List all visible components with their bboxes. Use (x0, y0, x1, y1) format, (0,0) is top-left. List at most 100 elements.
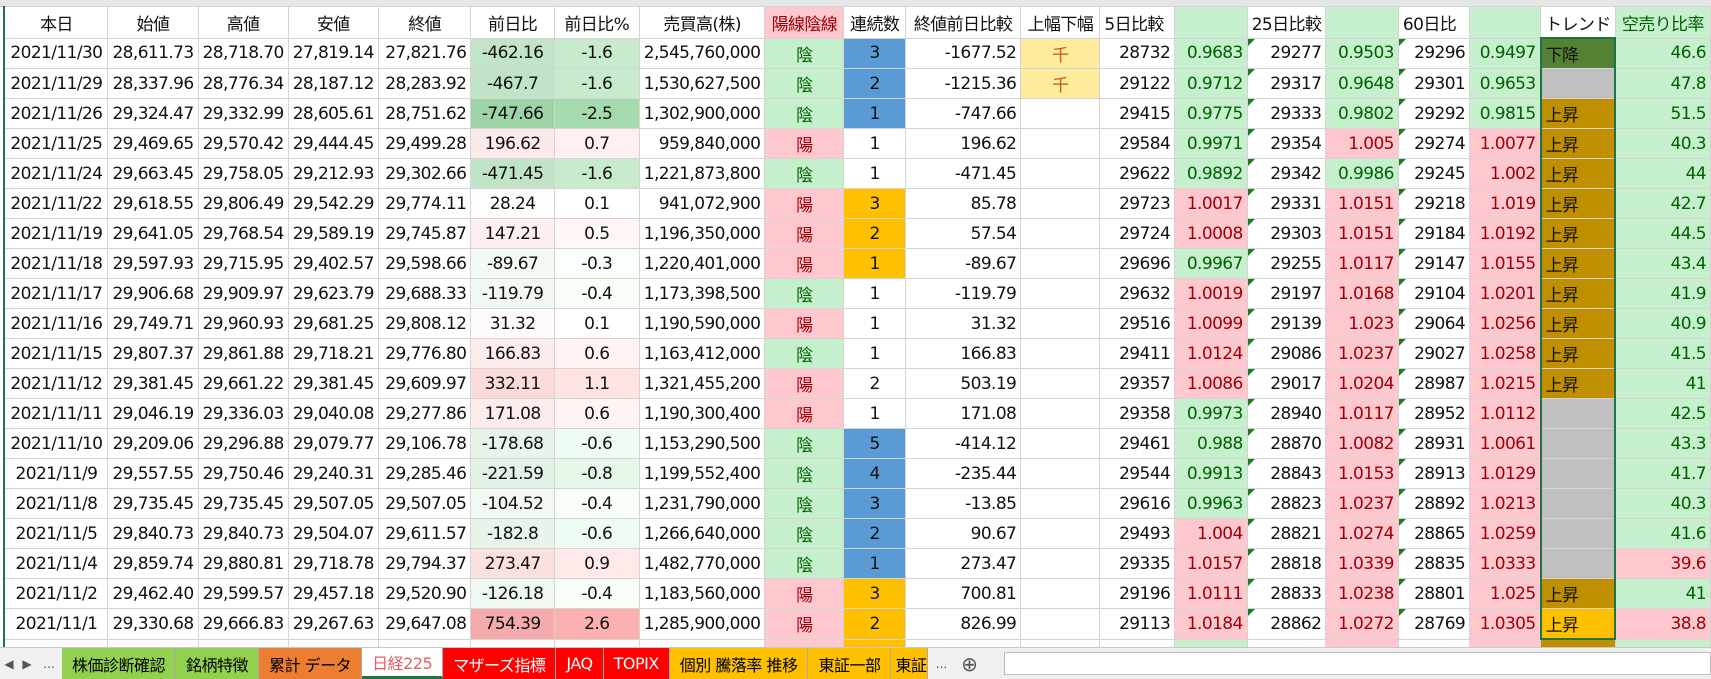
cell-open[interactable]: 29,663.45 (107, 158, 199, 189)
cell-change[interactable]: -471.45 (470, 158, 555, 189)
cell-ma60-ratio[interactable]: 1.002 (1469, 158, 1542, 189)
cell-range[interactable] (1020, 158, 1101, 189)
cell-change[interactable]: -104.52 (470, 488, 555, 519)
cell-ma25[interactable]: 29255 (1246, 248, 1327, 279)
cell-ma25[interactable]: 29331 (1246, 188, 1327, 219)
cell-ma5[interactable]: 29415 (1099, 98, 1176, 129)
cell-date[interactable]: 2021/11/4 (3, 548, 109, 579)
cell-candle[interactable]: 陽 (764, 248, 845, 279)
cell-date[interactable]: 2021/11/2 (3, 578, 109, 609)
cell-volume[interactable]: 1,221,873,800 (638, 158, 766, 189)
cell-trend[interactable]: 上昇 (1539, 158, 1617, 189)
cell-range[interactable] (1020, 548, 1101, 579)
cell-low[interactable]: 29,040.08 (287, 398, 379, 429)
cell-short-ratio[interactable]: 40.3 (1614, 128, 1711, 159)
cell-ma5[interactable]: 29122 (1099, 68, 1176, 99)
cell-ma60-ratio[interactable]: 1.019 (1469, 188, 1542, 219)
cell-change[interactable]: 166.83 (470, 338, 555, 369)
cell-change-pct[interactable]: 0.6 (553, 398, 640, 429)
cell-ma25[interactable]: 28862 (1246, 608, 1327, 640)
cell-change-pct[interactable]: -0.4 (553, 488, 640, 519)
cell-trend[interactable] (1539, 548, 1617, 579)
cell-high[interactable]: 29,758.05 (197, 158, 289, 189)
cell-ma60-ratio[interactable]: 0.9497 (1469, 37, 1542, 69)
cell-volume[interactable]: 1,183,560,000 (638, 578, 766, 609)
cell-volume[interactable]: 1,285,900,000 (638, 608, 766, 640)
cell-date[interactable]: 2021/11/9 (3, 458, 109, 489)
cell-ma25[interactable]: 29139 (1246, 308, 1327, 339)
cell-close[interactable]: 29,808.12 (377, 308, 472, 339)
cell-change[interactable]: -747.66 (470, 98, 555, 129)
cell-change-pct[interactable]: -1.6 (553, 37, 640, 69)
cell-high[interactable]: 29,296.88 (197, 428, 289, 459)
cell-volume[interactable]: 1,482,770,000 (638, 548, 766, 579)
cell-ma60-ratio[interactable]: 1.0213 (1469, 488, 1542, 519)
cell-ma25-ratio[interactable]: 1.0117 (1325, 248, 1399, 279)
cell-ma60[interactable]: 29184 (1397, 218, 1471, 249)
cell-low[interactable]: 29,718.21 (287, 338, 379, 369)
cell-ma60-ratio[interactable]: 1.0077 (1469, 128, 1542, 159)
cell-range[interactable] (1020, 248, 1101, 279)
cell-high[interactable]: 29,735.45 (197, 488, 289, 519)
cell-trend[interactable]: 上昇 (1539, 338, 1617, 369)
cell-change[interactable]: -182.8 (470, 518, 555, 549)
cell-low[interactable]: 29,681.25 (287, 308, 379, 339)
cell-ma60[interactable]: 29147 (1397, 248, 1471, 279)
header-ma5[interactable]: 5日比較 (1099, 6, 1176, 39)
cell-change[interactable]: 332.11 (470, 368, 555, 399)
cell-ma60[interactable]: 28931 (1397, 428, 1471, 459)
sheet-tab-4[interactable]: マザーズ指標 (443, 648, 557, 679)
cell-ma5-ratio[interactable]: 0.9967 (1174, 248, 1248, 279)
cell-change-pct[interactable]: -0.8 (553, 458, 640, 489)
cell-change[interactable]: 273.47 (470, 548, 555, 579)
cell-close-diff[interactable]: -471.45 (904, 158, 1022, 189)
cell-open[interactable]: 29,807.37 (107, 338, 199, 369)
cell-open[interactable]: 29,840.73 (107, 518, 199, 549)
cell-high[interactable]: 29,768.54 (197, 218, 289, 249)
cell-candle[interactable]: 陰 (764, 278, 845, 309)
cell-change[interactable]: -462.16 (470, 37, 555, 69)
cell-close[interactable]: 29,611.57 (377, 518, 472, 549)
cell-trend[interactable]: 上昇 (1539, 188, 1617, 219)
cell-ma60-ratio[interactable]: 1.0259 (1469, 518, 1542, 549)
cell-ma5[interactable]: 29516 (1099, 308, 1176, 339)
cell-ma5[interactable]: 28732 (1099, 37, 1176, 69)
cell-change-pct[interactable]: 1.1 (553, 368, 640, 399)
cell-close-diff[interactable]: -747.66 (904, 98, 1022, 129)
cell-date[interactable]: 2021/11/22 (3, 188, 109, 219)
cell-ma5-ratio[interactable]: 1.004 (1174, 518, 1248, 549)
cell-volume[interactable]: 1,302,900,000 (638, 98, 766, 129)
cell-open[interactable]: 29,641.05 (107, 218, 199, 249)
cell-ma5[interactable]: 29616 (1099, 488, 1176, 519)
cell-open[interactable]: 29,381.45 (107, 368, 199, 399)
header-close-diff[interactable]: 終値前日比較 (904, 6, 1022, 39)
cell-low[interactable]: 29,267.63 (287, 608, 379, 640)
cell-date[interactable]: 2021/11/18 (3, 248, 109, 279)
cell-change-pct[interactable]: 0.5 (553, 218, 640, 249)
cell-low[interactable]: 29,079.77 (287, 428, 379, 459)
cell-candle[interactable]: 陰 (764, 518, 845, 549)
header-close[interactable]: 終値 (377, 6, 472, 39)
cell-ma60[interactable]: 29292 (1397, 98, 1471, 129)
cell-low[interactable]: 29,240.31 (287, 458, 379, 489)
cell-trend[interactable]: 上昇 (1539, 578, 1617, 609)
cell-close[interactable]: 29,647.08 (377, 608, 472, 640)
sheet-tab-6[interactable]: TOPIX (603, 648, 670, 679)
cell-ma60[interactable]: 29218 (1397, 188, 1471, 219)
cell-ma60-ratio[interactable]: 0.9653 (1469, 68, 1542, 99)
sheet-tab-5[interactable]: JAQ (556, 648, 604, 679)
cell-low[interactable]: 29,457.18 (287, 578, 379, 609)
tabs-more-right[interactable]: ... (935, 656, 948, 671)
cell-short-ratio[interactable]: 41.9 (1614, 278, 1711, 309)
cell-date[interactable]: 2021/11/29 (3, 68, 109, 99)
cell-ma5-ratio[interactable]: 1.0111 (1174, 578, 1248, 609)
cell-volume[interactable]: 1,153,290,500 (638, 428, 766, 459)
cell-close[interactable]: 29,507.05 (377, 488, 472, 519)
cell-date[interactable]: 2021/11/11 (3, 398, 109, 429)
cell-range[interactable] (1020, 308, 1101, 339)
cell-ma5-ratio[interactable]: 1.0086 (1174, 368, 1248, 399)
cell-change[interactable]: -178.68 (470, 428, 555, 459)
cell-trend[interactable]: 上昇 (1539, 308, 1617, 339)
cell-close-diff[interactable]: -235.44 (904, 458, 1022, 489)
cell-close[interactable]: 29,776.80 (377, 338, 472, 369)
